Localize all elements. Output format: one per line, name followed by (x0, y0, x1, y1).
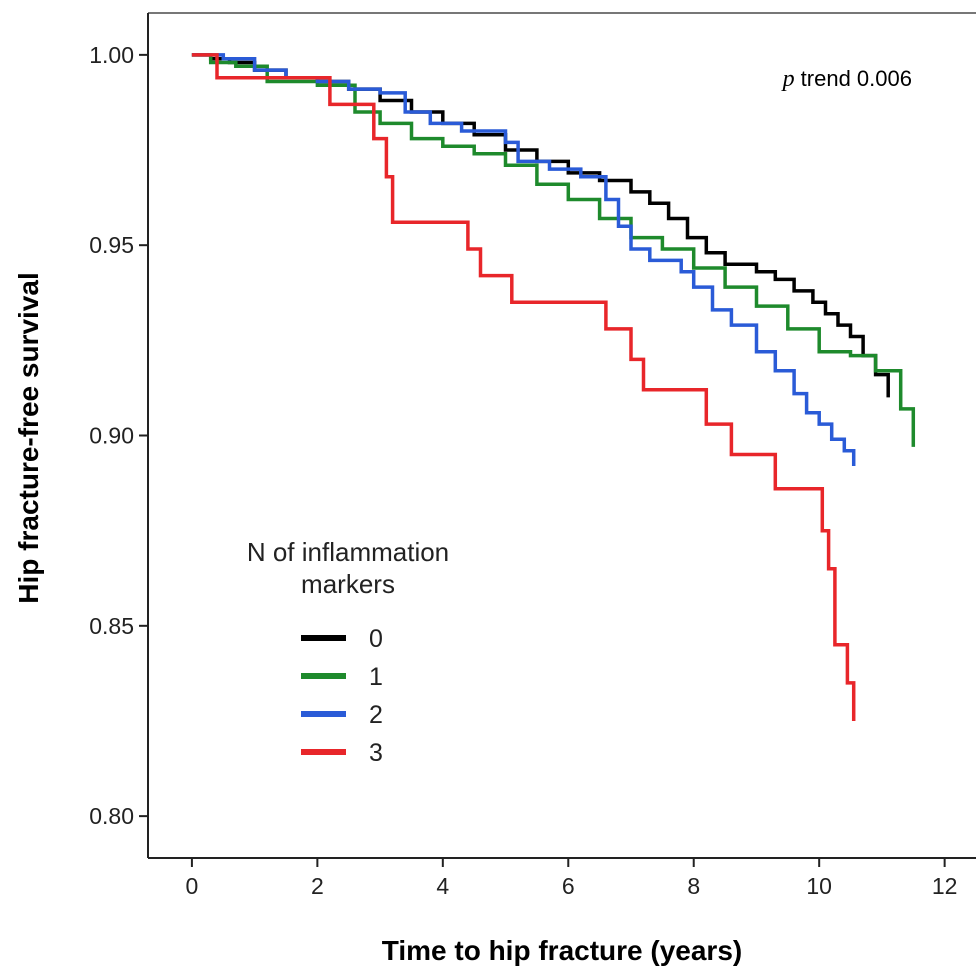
series-line-0 (191, 53, 890, 398)
x-tick-label: 4 (436, 873, 449, 899)
series-line-3 (191, 53, 856, 721)
legend-label-1: 1 (369, 663, 383, 691)
legend-entries: 0 1 2 3 (301, 625, 383, 767)
legend-title-line2: markers (301, 569, 395, 599)
legend-label-2: 2 (369, 701, 383, 729)
p-trend-symbol: p (781, 66, 795, 92)
series-layer (191, 53, 916, 721)
p-trend-annotation: p trend 0.006 (781, 66, 912, 92)
x-tick-label: 0 (186, 873, 199, 899)
series-line-1 (191, 53, 916, 447)
series-line-2 (191, 53, 856, 466)
x-tick-label: 10 (806, 873, 832, 899)
legend-label-3: 3 (369, 739, 383, 767)
legend-title-line1: N of inflammation (247, 537, 449, 567)
x-tick-label: 2 (311, 873, 324, 899)
y-tick-label: 0.80 (89, 803, 134, 829)
x-axis-title: Time to hip fracture (years) (382, 935, 742, 966)
x-tick-label: 12 (932, 873, 958, 899)
y-axis-title: Hip fracture-free survival (13, 272, 44, 603)
y-tick-label: 0.85 (89, 613, 134, 639)
x-tick-label: 6 (562, 873, 575, 899)
x-tick-label: 8 (687, 873, 700, 899)
y-tick-label: 0.95 (89, 232, 134, 258)
legend-label-0: 0 (369, 625, 383, 653)
y-tick-label: 1.00 (89, 42, 134, 68)
p-trend-value: trend 0.006 (795, 66, 912, 91)
y-tick-label: 0.90 (89, 423, 134, 449)
axes: 0.800.850.900.951.000 2 4 6 8 10 12 (89, 12, 976, 899)
legend: N of inflammation markers 0 1 2 3 (247, 537, 449, 767)
